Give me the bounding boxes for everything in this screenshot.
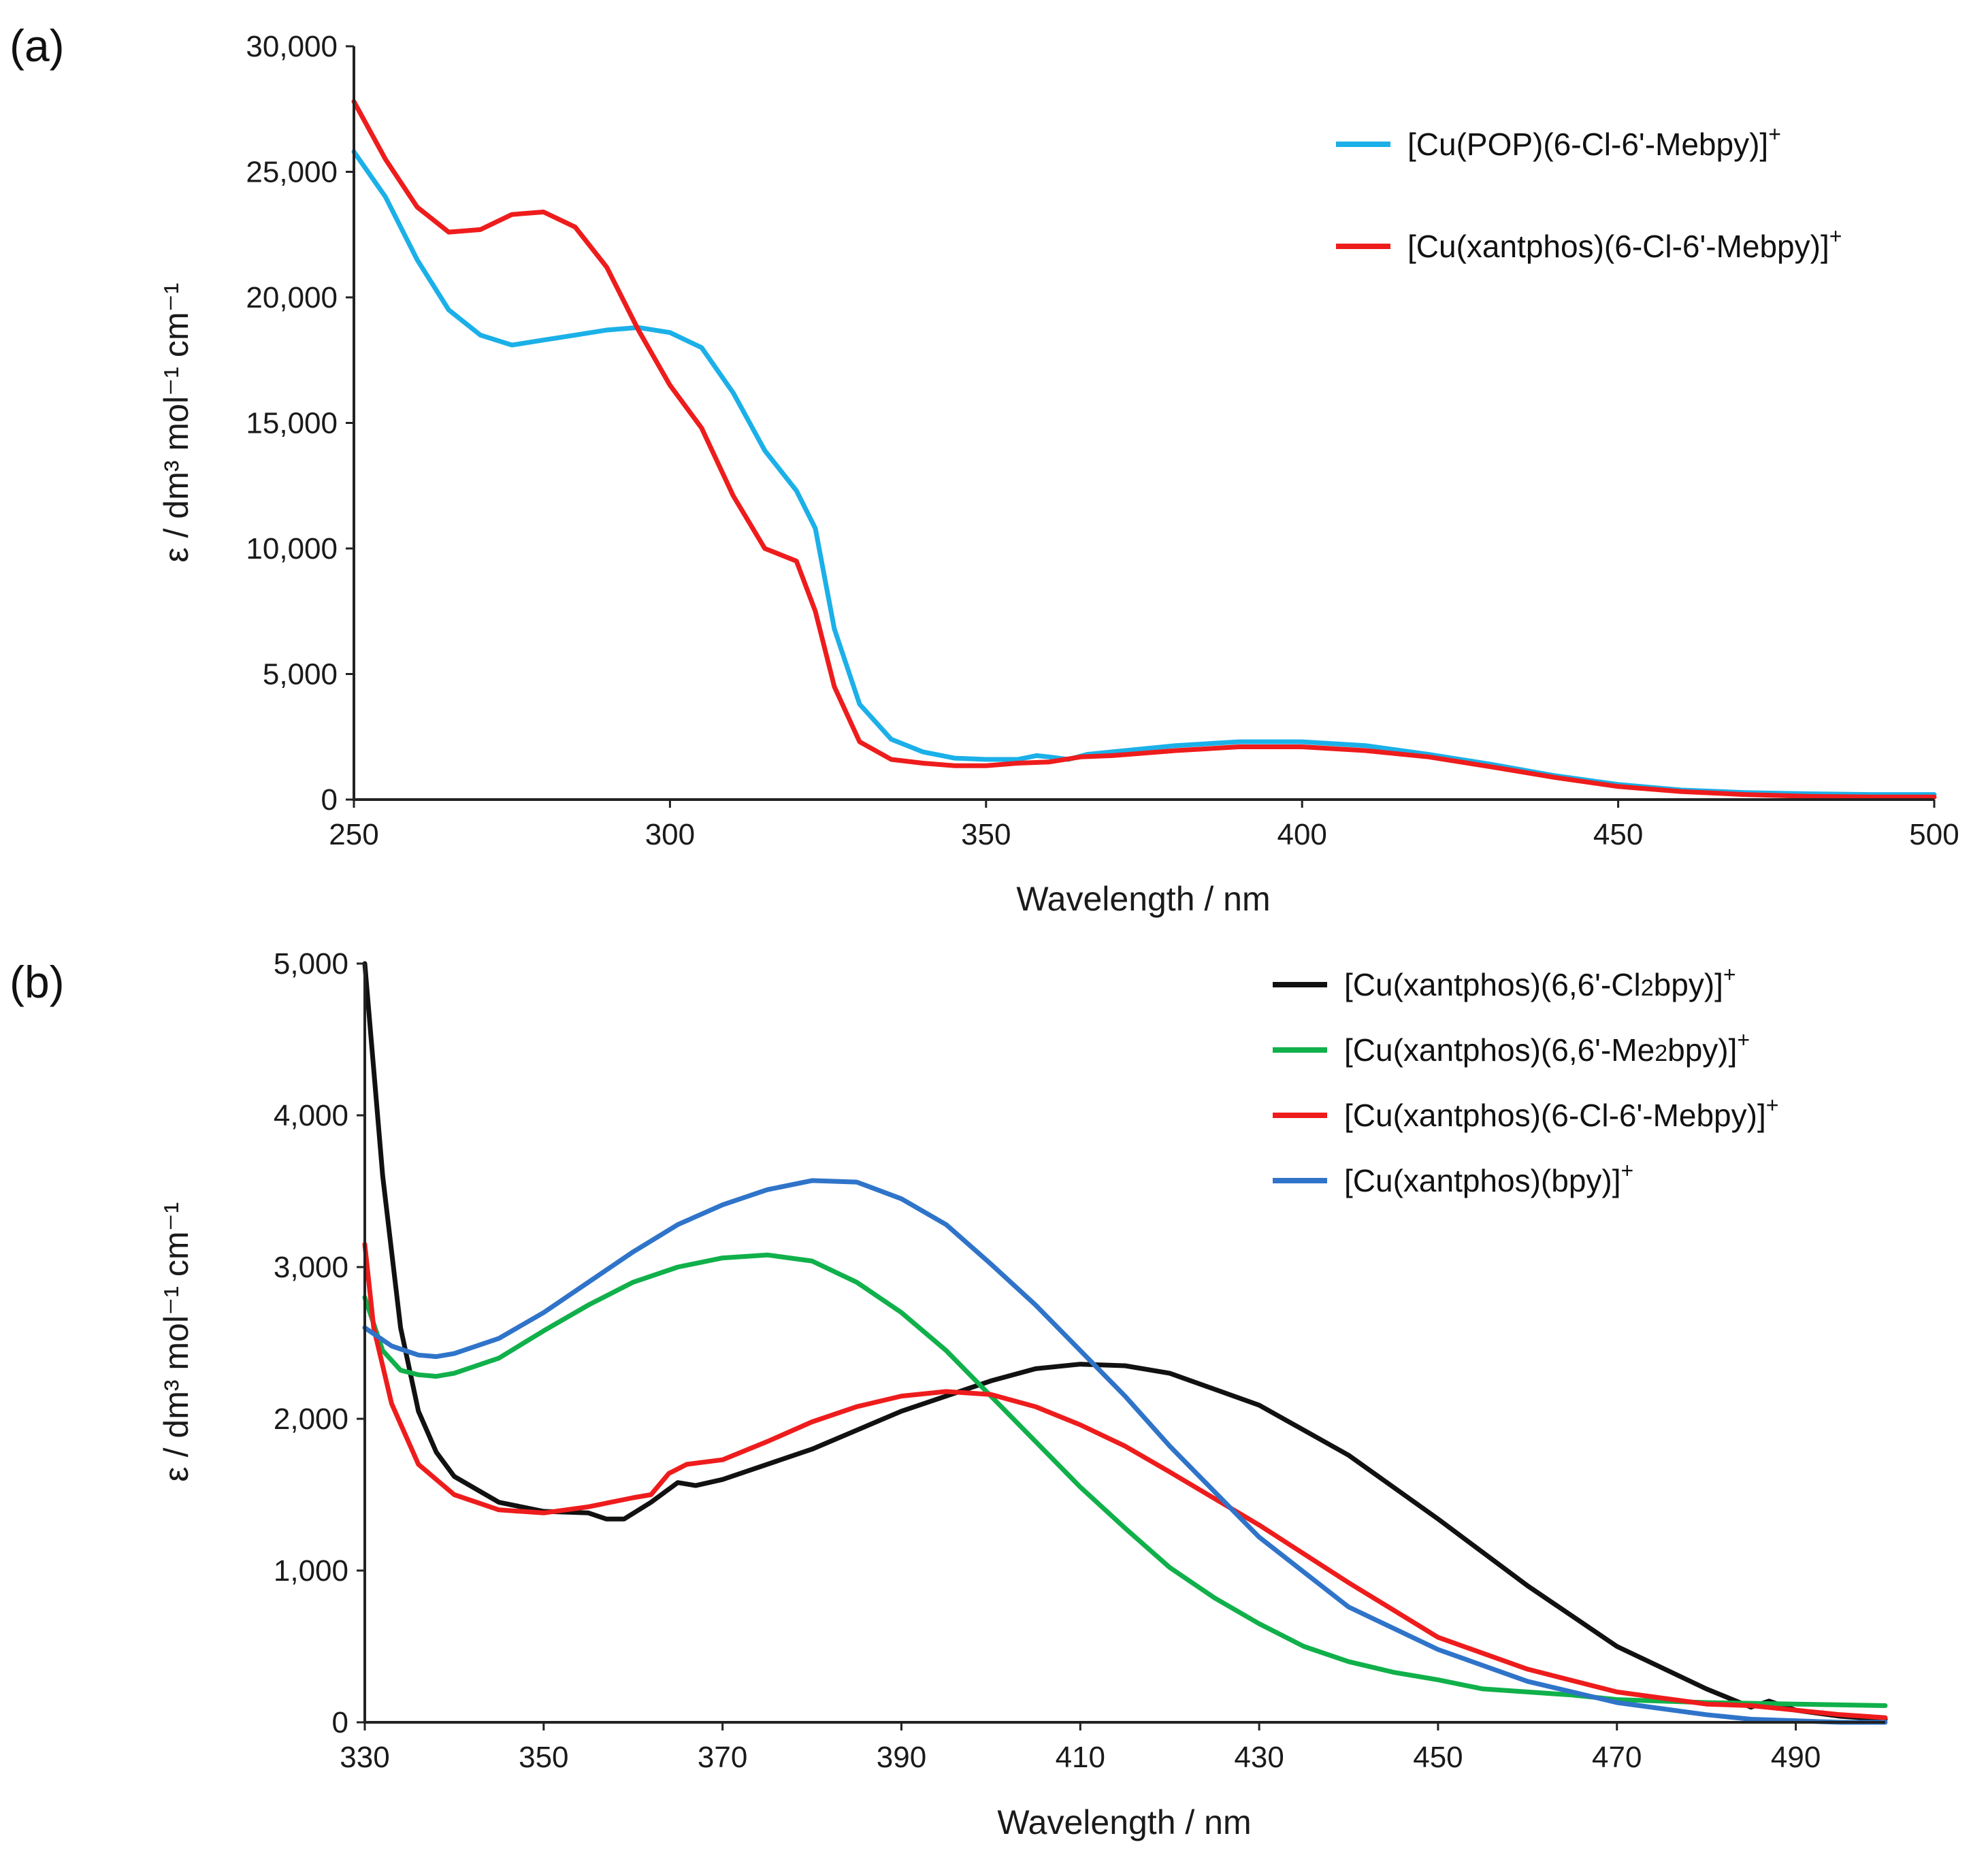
legend-b-label-cl-mebpy: [Cu(xantphos)(6-Cl-6'-Mebpy)]+ <box>1344 1093 1778 1133</box>
panel-a-y-tick-label: 5,000 <box>263 658 338 691</box>
panel-b-y-tick-label: 2,000 <box>274 1402 348 1436</box>
panel-b-y-tick-label: 3,000 <box>274 1251 348 1284</box>
panel-a-series-group <box>351 99 1937 800</box>
panel-b: (b) 0 1,000 2,000 3,000 4,000 5,000 330 350 370… <box>10 947 1888 1841</box>
panel-a-y-tick-label: 20,000 <box>246 281 338 314</box>
panel-b-series-line-0 <box>362 961 1888 1722</box>
panel-b-y-axis-title: ε / dm³ mol⁻¹ cm⁻¹ <box>157 1202 195 1481</box>
panel-a-x-tick-label: 400 <box>1277 818 1326 851</box>
panel-b-series-line-3 <box>362 1178 1888 1725</box>
panel-b-x-tick-label: 430 <box>1234 1741 1284 1774</box>
panel-b-x-tick-label: 350 <box>519 1741 568 1774</box>
panel-a-y-tick-label: 30,000 <box>246 30 338 63</box>
panel-a-x-ticks: 250 300 350 400 450 500 <box>329 800 1959 851</box>
panel-a-x-tick-label: 250 <box>329 818 378 851</box>
panel-b-label: (b) <box>10 957 65 1007</box>
panel-b-y-tick-label: 1,000 <box>274 1554 348 1588</box>
panel-a-x-tick-label: 500 <box>1909 818 1959 851</box>
panel-a-y-tick-label: 10,000 <box>246 532 338 565</box>
panel-b-legend: [Cu(xantphos)(6,6'-Cl2bpy)]+ [Cu(xantpho… <box>1273 962 1778 1198</box>
legend-b-label-cl2bpy: [Cu(xantphos)(6,6'-Cl2bpy)]+ <box>1344 962 1736 1002</box>
panel-a-x-tick-label: 300 <box>645 818 695 851</box>
panel-b-x-tick-label: 470 <box>1592 1741 1642 1774</box>
panel-b-x-tick-label: 370 <box>698 1741 747 1774</box>
panel-b-x-ticks: 330 350 370 390 410 430 450 470 490 <box>340 1722 1821 1774</box>
panel-b-x-tick-label: 410 <box>1056 1741 1105 1774</box>
panel-a-y-tick-label: 15,000 <box>246 407 338 440</box>
panel-a-x-tick-label: 450 <box>1593 818 1643 851</box>
panel-a: (a) 0 5,000 10,000 15,000 20,000 25,000 30,000… <box>10 20 1959 918</box>
legend-b-label-me2bpy: [Cu(xantphos)(6,6'-Me2bpy)]+ <box>1344 1028 1750 1068</box>
panel-a-y-tick-label: 25,000 <box>246 156 338 189</box>
panel-a-x-axis-title: Wavelength / nm <box>1016 880 1270 918</box>
panel-a-y-axis-title: ε / dm³ mol⁻¹ cm⁻¹ <box>157 282 195 562</box>
panel-b-x-tick-label: 450 <box>1413 1741 1463 1774</box>
panel-b-series-line-2 <box>362 1242 1888 1720</box>
legend-a-label-pop: [Cu(POP)(6-Cl-6'-Mebpy)]+ <box>1407 122 1781 162</box>
panel-b-y-ticks: 0 1,000 2,000 3,000 4,000 5,000 <box>274 947 365 1739</box>
panel-a-label: (a) <box>10 20 65 71</box>
panel-a-y-ticks: 0 5,000 10,000 15,000 20,000 25,000 30,000 <box>246 30 354 817</box>
panel-b-x-tick-label: 330 <box>340 1741 389 1774</box>
panel-b-series-group <box>362 961 1888 1725</box>
panel-b-y-tick-label: 5,000 <box>274 947 348 981</box>
panel-a-series-line-1 <box>351 99 1937 800</box>
panel-a-legend: [Cu(POP)(6-Cl-6'-Mebpy)]+ [Cu(xantphos)(… <box>1336 122 1842 264</box>
panel-b-y-tick-label: 0 <box>332 1706 348 1739</box>
legend-a-label-xantphos: [Cu(xantphos)(6-Cl-6'-Mebpy)]+ <box>1407 224 1842 264</box>
legend-b-label-bpy: [Cu(xantphos)(bpy)]+ <box>1344 1158 1633 1198</box>
panel-b-x-axis-title: Wavelength / nm <box>997 1803 1251 1841</box>
panel-a-x-tick-label: 350 <box>961 818 1011 851</box>
panel-b-y-tick-label: 4,000 <box>274 1099 348 1132</box>
panel-b-x-tick-label: 490 <box>1771 1741 1821 1774</box>
panel-a-y-tick-label: 0 <box>321 783 338 817</box>
panel-b-x-tick-label: 390 <box>877 1741 926 1774</box>
